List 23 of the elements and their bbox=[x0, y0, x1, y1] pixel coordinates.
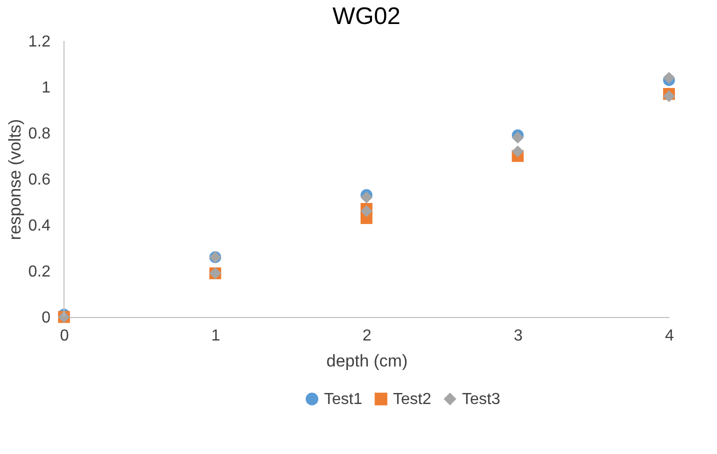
y-tick-label: 1 bbox=[42, 80, 51, 96]
x-axis-title: depth (cm) bbox=[326, 352, 408, 370]
chart-title: WG02 bbox=[332, 3, 401, 30]
legend-label: Test3 bbox=[462, 391, 500, 408]
point bbox=[663, 72, 675, 84]
x-tick-label: 0 bbox=[60, 328, 70, 344]
y-tick-label: 0.4 bbox=[28, 218, 51, 234]
y-tick-label: 0.8 bbox=[28, 126, 51, 142]
legend-label: Test1 bbox=[324, 391, 362, 408]
point bbox=[663, 90, 675, 102]
x-tick-label: 1 bbox=[211, 328, 220, 344]
y-tick-label: 0 bbox=[42, 310, 51, 326]
y-axis-title: response (volts) bbox=[5, 119, 24, 240]
y-tick-label: 0.6 bbox=[28, 172, 51, 188]
x-tick-label: 3 bbox=[514, 328, 523, 344]
x-tick-label: 4 bbox=[665, 328, 674, 344]
y-tick-label: 1.2 bbox=[28, 34, 51, 50]
y-tick-label: 0.2 bbox=[28, 264, 51, 280]
x-tick-label: 2 bbox=[362, 328, 372, 344]
legend-label: Test2 bbox=[393, 391, 432, 408]
point bbox=[512, 145, 524, 158]
point bbox=[512, 132, 524, 144]
point bbox=[360, 205, 372, 218]
